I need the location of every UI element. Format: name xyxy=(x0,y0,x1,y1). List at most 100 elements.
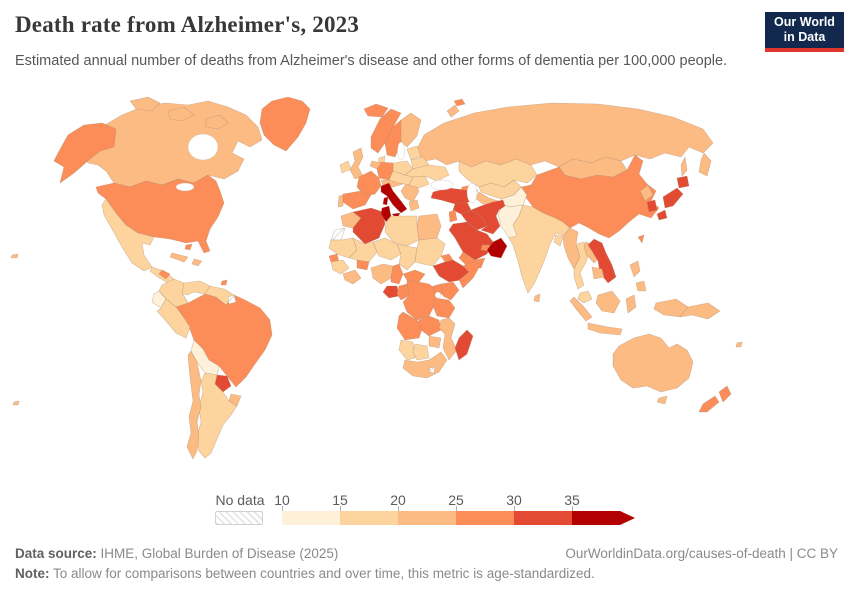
country-algeria[interactable] xyxy=(352,207,386,245)
country-south-africa[interactable] xyxy=(402,351,448,379)
country-taiwan[interactable] xyxy=(637,234,645,244)
country-burkina-faso[interactable] xyxy=(356,259,370,271)
country-saudi-arabia[interactable] xyxy=(448,221,494,261)
country-spain[interactable] xyxy=(342,190,372,210)
country-angola[interactable] xyxy=(396,311,424,341)
country-ecuador[interactable] xyxy=(151,290,167,309)
legend-no-data-swatch[interactable] xyxy=(215,511,263,525)
country-ivory-coast-ghana[interactable] xyxy=(342,269,362,285)
country-uk[interactable] xyxy=(349,147,364,180)
country-indonesia-sulawesi[interactable] xyxy=(625,294,637,314)
country-philippines-mindanao[interactable] xyxy=(635,280,647,292)
country-baltics[interactable] xyxy=(406,145,422,161)
country-guyanas[interactable] xyxy=(204,285,235,306)
country-nigeria[interactable] xyxy=(370,263,394,285)
country-congo[interactable] xyxy=(396,283,410,301)
country-india[interactable] xyxy=(508,204,571,294)
country-france[interactable] xyxy=(356,170,382,197)
country-japan-honshu[interactable] xyxy=(662,187,684,209)
country-mozambique[interactable] xyxy=(438,317,458,361)
country-russia[interactable] xyxy=(680,156,688,177)
country-mongolia[interactable] xyxy=(558,156,628,180)
country-bangladesh[interactable] xyxy=(553,234,564,247)
country-egypt[interactable] xyxy=(416,213,442,241)
country-madagascar[interactable] xyxy=(454,329,474,361)
country-gabon[interactable] xyxy=(382,285,400,299)
country-italy[interactable] xyxy=(380,182,408,214)
country-niger[interactable] xyxy=(372,237,402,261)
country-oman[interactable] xyxy=(486,237,508,259)
country-ireland[interactable] xyxy=(339,160,352,174)
country-somalia[interactable] xyxy=(458,261,482,289)
legend-bin-swatch[interactable] xyxy=(398,511,456,525)
country-cambodia[interactable] xyxy=(591,266,605,280)
country-greenland[interactable] xyxy=(259,96,311,152)
country-botswana[interactable] xyxy=(412,343,430,361)
country-japan-kyushu[interactable] xyxy=(656,209,668,221)
country-cameroon[interactable] xyxy=(390,263,404,285)
country-new-zealand-north[interactable] xyxy=(718,385,732,403)
country-lesotho[interactable] xyxy=(428,366,436,374)
country-indonesia-java[interactable] xyxy=(587,322,623,336)
country-canada[interactable] xyxy=(129,96,161,112)
owid-logo[interactable]: Our World in Data xyxy=(765,12,844,52)
country-australia-tasmania[interactable] xyxy=(656,395,668,405)
legend-bin-swatch[interactable] xyxy=(514,511,572,525)
country-french-guiana[interactable] xyxy=(227,294,237,305)
country-north-korea[interactable] xyxy=(639,184,654,202)
country-drc[interactable] xyxy=(402,279,438,321)
country-hispaniola[interactable] xyxy=(191,258,203,267)
country-norway-svalbard[interactable] xyxy=(453,98,466,107)
country-russia[interactable] xyxy=(698,152,712,177)
country-greece[interactable] xyxy=(408,199,420,212)
country-zimbabwe[interactable] xyxy=(428,335,442,349)
country-turkey[interactable] xyxy=(430,187,476,205)
country-iceland[interactable] xyxy=(363,103,389,118)
legend-bin-swatch[interactable] xyxy=(282,511,340,525)
country-chile[interactable] xyxy=(186,350,202,460)
country-russia[interactable] xyxy=(446,104,460,118)
country-indonesia-borneo[interactable] xyxy=(595,290,621,314)
country-peru[interactable] xyxy=(156,298,191,339)
country-papua-new-guinea[interactable] xyxy=(679,302,721,320)
country-russia[interactable] xyxy=(416,102,714,168)
country-guinea[interactable] xyxy=(330,259,350,275)
country-mexico[interactable] xyxy=(101,198,155,272)
legend-bin-swatch[interactable] xyxy=(456,511,514,525)
country-libya[interactable] xyxy=(384,215,420,247)
country-namibia[interactable] xyxy=(398,339,416,361)
owid-link[interactable]: OurWorldinData.org/causes-of-death | CC … xyxy=(565,546,838,561)
legend-bin-swatch[interactable] xyxy=(340,511,398,525)
country-zambia[interactable] xyxy=(418,315,442,337)
country-australia[interactable] xyxy=(612,333,694,393)
country-western-sahara[interactable] xyxy=(330,227,346,241)
country-kenya[interactable] xyxy=(440,281,460,301)
country-chad[interactable] xyxy=(396,243,418,271)
country-central-african-republic[interactable] xyxy=(402,269,426,283)
country-new-zealand-south[interactable] xyxy=(698,395,720,413)
legend-bin-swatch[interactable] xyxy=(572,511,635,525)
country-sudan[interactable] xyxy=(414,237,446,267)
country-iran[interactable] xyxy=(470,199,506,235)
country-japan-hokkaido[interactable] xyxy=(676,175,690,189)
country-trinidad[interactable] xyxy=(220,279,228,286)
country-usa-alaska[interactable] xyxy=(53,122,117,184)
country-tanzania[interactable] xyxy=(432,297,456,319)
country-levant[interactable] xyxy=(448,209,458,223)
country-canada[interactable] xyxy=(167,106,195,122)
country-malaysia[interactable] xyxy=(577,290,593,304)
country-honduras[interactable] xyxy=(158,269,171,280)
country-kazakhstan[interactable] xyxy=(458,158,538,188)
country-philippines-luzon[interactable] xyxy=(629,260,641,278)
country-south-korea[interactable] xyxy=(646,199,658,213)
country-sri-lanka[interactable] xyxy=(533,293,541,303)
country-vietnam[interactable] xyxy=(587,238,617,284)
country-benelux[interactable] xyxy=(369,160,382,170)
country-italy-sardinia[interactable] xyxy=(382,196,389,206)
country-bahamas[interactable] xyxy=(184,243,193,251)
country-canada[interactable] xyxy=(205,114,229,130)
country-finland[interactable] xyxy=(400,112,422,148)
country-indonesia-sumatra[interactable] xyxy=(569,296,593,322)
country-cuba[interactable] xyxy=(169,252,189,263)
legend-no-data[interactable]: No data xyxy=(215,492,265,525)
